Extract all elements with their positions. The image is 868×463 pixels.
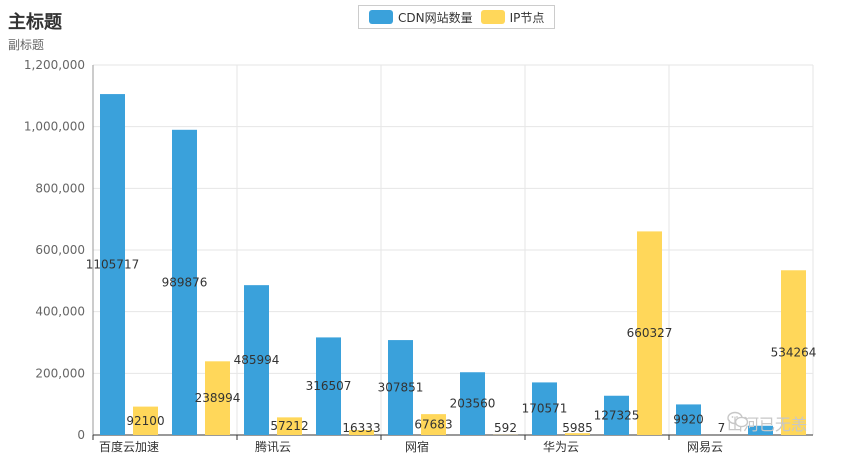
bar-ip (349, 429, 374, 435)
wechat-icon (727, 411, 749, 428)
x-tick-label: 腾讯云 (255, 439, 291, 454)
data-label-cdn: 316507 (306, 379, 352, 393)
data-label-ip: 16333 (342, 421, 380, 435)
y-tick-label: 800,000 (35, 181, 85, 195)
data-label-ip: 592 (494, 421, 517, 435)
x-tick-label: 网易云 (687, 440, 723, 454)
y-tick-label: 200,000 (35, 366, 85, 380)
bar-ip (637, 231, 662, 435)
bar-ip (205, 361, 230, 435)
bar-cdn (316, 337, 341, 435)
x-tick-label: 百度云加速 (99, 439, 159, 454)
y-tick-label: 600,000 (35, 243, 85, 257)
bar-ip (277, 417, 302, 435)
bar-cdn (460, 372, 485, 435)
bar-cdn (172, 129, 197, 435)
bar-cdn (604, 395, 629, 435)
legend-swatch-ip (480, 10, 505, 24)
data-label-ip: 92100 (126, 414, 164, 428)
data-label-cdn: 485994 (234, 353, 280, 367)
x-tick-label: 华为云 (543, 440, 579, 454)
y-tick-label: 0 (77, 428, 85, 442)
data-label-cdn: 989876 (162, 275, 208, 289)
data-label-ip: 238994 (195, 391, 241, 405)
legend-label-ip: IP节点 (509, 10, 545, 25)
chart-title: 主标题 (8, 12, 62, 33)
bar-cdn (244, 285, 269, 435)
bar-cdn (748, 425, 773, 435)
legend-swatch-cdn (369, 10, 393, 24)
bar-cdn (676, 404, 701, 435)
bar-ip (133, 406, 158, 435)
legend-item-cdn[interactable]: CDN网站数量 (369, 9, 473, 26)
x-tick-label: 网宿 (405, 439, 429, 454)
bar-ip (781, 270, 806, 435)
watermark: 山河已无恙 (727, 411, 807, 435)
data-label-ip: 57212 (270, 419, 308, 433)
legend-label-cdn: CDN网站数量 (398, 10, 473, 25)
y-tick-label: 1,200,000 (24, 58, 85, 72)
data-label-cdn: 170571 (522, 402, 568, 416)
legend-item-ip[interactable]: IP节点 (480, 9, 545, 26)
data-label-cdn: 9920 (673, 413, 704, 427)
data-label-cdn: 307851 (378, 381, 424, 395)
data-label-cdn: 203560 (450, 397, 496, 411)
data-label-cdn: 1105717 (86, 258, 139, 272)
y-tick-label: 400,000 (35, 305, 85, 319)
bar-ip (421, 414, 446, 435)
bar-cdn (532, 382, 557, 435)
bar-cdn (388, 340, 413, 435)
y-tick-label: 1,000,000 (24, 120, 85, 134)
data-label-ip: 660327 (627, 326, 673, 340)
chart-subtitle: 副标题 (8, 38, 45, 52)
bar-cdn (100, 94, 125, 436)
data-label-ip: 5985 (562, 421, 593, 435)
bar-ip (565, 433, 590, 435)
chart-legend: CDN网站数量 IP节点 (358, 5, 556, 29)
data-label-cdn: 127325 (594, 408, 640, 422)
data-label-ip: 7 (718, 421, 726, 435)
data-label-ip: 67683 (414, 418, 452, 432)
data-label-ip: 534264 (771, 346, 817, 360)
